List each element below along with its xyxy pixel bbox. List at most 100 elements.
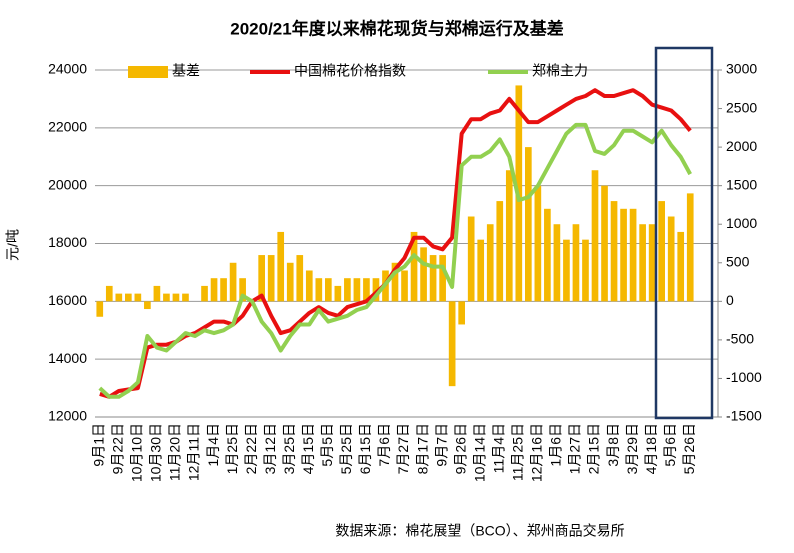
x-tick-label: 5月5日	[319, 423, 335, 467]
bar	[505, 170, 513, 302]
x-tick-label: 3月8日	[605, 423, 621, 467]
bar	[391, 262, 399, 302]
y2-tick-label: 1500	[726, 176, 757, 192]
legend-swatch	[128, 66, 168, 78]
bar	[591, 170, 599, 302]
x-tick-label: 2月15日	[586, 423, 602, 474]
y-axis-label: 元/吨	[5, 229, 21, 261]
line	[99, 88, 692, 399]
bar	[286, 262, 294, 302]
bar	[105, 285, 113, 302]
bar	[563, 239, 570, 302]
bar	[334, 285, 342, 302]
x-tick-label: 3月29日	[624, 423, 640, 474]
bar	[525, 147, 532, 302]
x-tick-label: 9月1日	[90, 423, 106, 467]
bar	[201, 285, 208, 302]
bar	[229, 262, 237, 302]
bar	[610, 201, 618, 302]
x-tick-label: 7月27日	[395, 423, 411, 474]
bar	[325, 278, 332, 302]
bar	[534, 185, 542, 302]
y-tick-label: 24000	[48, 61, 87, 77]
bar	[163, 293, 170, 302]
bar	[420, 247, 427, 302]
bar	[153, 285, 161, 302]
x-tick-label: 4月18日	[643, 423, 659, 474]
x-tick-label: 1月6日	[548, 423, 564, 467]
bar	[658, 201, 665, 302]
x-tick-label: 7月6日	[376, 423, 392, 467]
y2-tick-label: -1000	[726, 369, 762, 385]
bar	[677, 231, 685, 302]
bar	[686, 193, 694, 302]
x-tick-label: 9月22日	[110, 423, 126, 474]
x-tick-label: 12月16日	[529, 423, 545, 482]
y2-tick-label: 500	[726, 253, 750, 269]
bar	[544, 208, 551, 302]
y2-tick-label: 2500	[726, 99, 757, 115]
bar	[277, 231, 285, 302]
y2-tick-label: 2000	[726, 138, 757, 154]
bar	[296, 255, 304, 302]
bar	[344, 278, 351, 302]
y-tick-label: 12000	[48, 408, 87, 424]
x-tick-label: 5月25日	[338, 423, 354, 474]
x-tick-label: 11月20日	[167, 423, 183, 481]
x-tick-label: 9月7日	[433, 423, 449, 467]
bar	[667, 216, 675, 302]
y-tick-label: 20000	[48, 176, 87, 192]
x-tick-label: 12月11日	[186, 423, 202, 481]
y-tick-label: 14000	[48, 350, 87, 366]
x-tick-label: 5月6日	[662, 423, 678, 467]
bar	[220, 278, 227, 302]
x-tick-label: 10月14日	[471, 423, 487, 482]
bar	[315, 278, 323, 302]
bar	[629, 208, 637, 302]
x-tick-label: 3月12日	[262, 423, 278, 474]
bar	[96, 301, 104, 317]
y2-tick-label: 3000	[726, 61, 757, 77]
bar	[620, 208, 627, 302]
bar	[410, 231, 418, 302]
bar	[477, 239, 485, 302]
bar	[486, 224, 494, 302]
y-tick-label: 16000	[48, 292, 87, 308]
bar	[172, 293, 180, 302]
legend-label: 郑棉主力	[532, 63, 588, 79]
x-tick-label: 8月17日	[414, 423, 430, 474]
source: 数据来源：棉花展望（BCO）、郑州商品交易所	[335, 523, 624, 539]
x-tick-label: 11月4日	[490, 423, 506, 473]
legend-label: 基差	[172, 63, 200, 79]
highlight-box	[654, 46, 714, 420]
bar	[353, 278, 361, 302]
x-tick-label: 3月25日	[281, 423, 297, 474]
bar	[572, 224, 580, 302]
x-tick-label: 4月15日	[300, 423, 316, 474]
bar	[639, 224, 646, 302]
bar	[115, 293, 123, 302]
bar	[267, 255, 275, 302]
bar	[458, 301, 465, 325]
x-tick-label: 5月26日	[681, 423, 697, 474]
bar	[601, 185, 608, 302]
y2-tick-label: 0	[726, 292, 734, 308]
chart-title: 2020/21年度以来棉花现货与郑棉运行及基差	[230, 18, 563, 38]
legend-label: 中国棉花价格指数	[294, 63, 406, 79]
bar	[182, 293, 189, 302]
bar	[648, 224, 656, 302]
bar	[258, 255, 265, 302]
y-tick-label: 18000	[48, 234, 87, 250]
bar	[553, 224, 561, 302]
bar	[144, 301, 151, 310]
y-tick-label: 22000	[48, 119, 87, 135]
y2-tick-label: 1000	[726, 215, 757, 231]
x-tick-label: 1月27日	[567, 423, 583, 474]
line	[98, 122, 692, 399]
x-tick-label: 1月4日	[205, 423, 221, 467]
plot: 12000140001600018000200002200024000-1500…	[48, 61, 762, 482]
bar	[239, 278, 246, 302]
bar	[210, 278, 218, 302]
y2-tick-label: -1500	[726, 408, 762, 424]
